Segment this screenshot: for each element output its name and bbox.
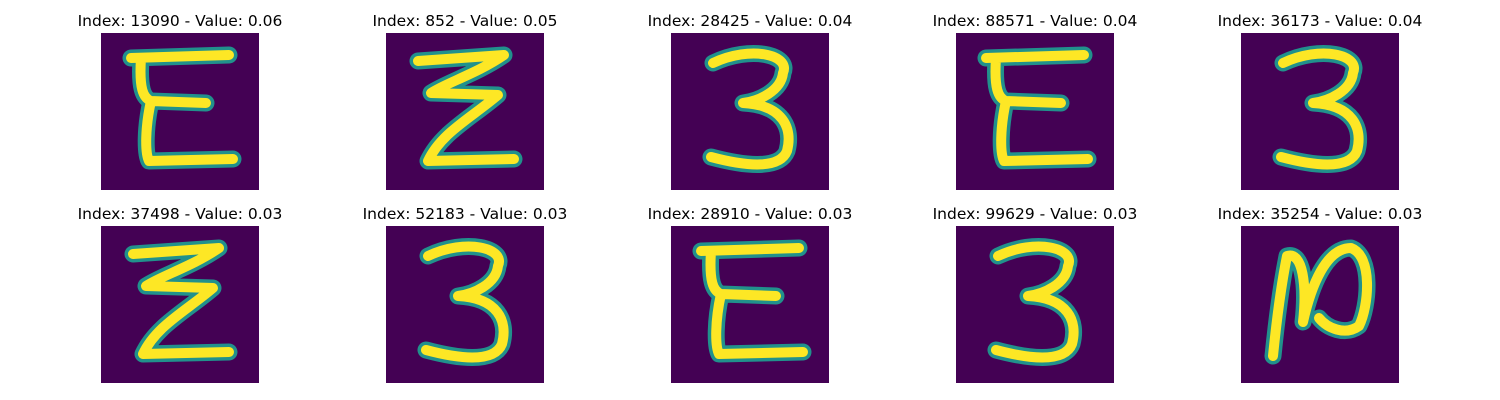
sample-image (101, 226, 259, 383)
glyph-stroke-core (706, 48, 794, 170)
sample-title: Index: 28910 - Value: 0.03 (647, 205, 853, 223)
sample-cell: Index: 28910 - Value: 0.03 (600, 204, 900, 394)
glyph-stroke-core (126, 50, 238, 166)
sample-image (1241, 33, 1399, 190)
glyph-stroke-core (696, 243, 808, 359)
glyph-stroke-core (128, 243, 234, 359)
sample-title: Index: 852 - Value: 0.05 (372, 12, 558, 30)
sample-image (1241, 226, 1399, 383)
glyph-stroke-core (991, 241, 1079, 363)
sample-cell: Index: 99629 - Value: 0.03 (885, 204, 1185, 394)
sample-cell: Index: 852 - Value: 0.05 (315, 11, 615, 201)
glyph-stroke-core (1268, 243, 1372, 361)
sample-title: Index: 28425 - Value: 0.04 (647, 12, 853, 30)
sample-title: Index: 36173 - Value: 0.04 (1217, 12, 1423, 30)
glyph-stroke-core (413, 50, 519, 166)
glyph-stroke-core (421, 241, 509, 363)
sample-image (386, 33, 544, 190)
sample-title: Index: 99629 - Value: 0.03 (932, 205, 1138, 223)
sample-cell: Index: 28425 - Value: 0.04 (600, 11, 900, 201)
sample-image (956, 226, 1114, 383)
sample-cell: Index: 13090 - Value: 0.06 (30, 11, 330, 201)
sample-cell: Index: 35254 - Value: 0.03 (1170, 204, 1470, 394)
sample-image (101, 33, 259, 190)
sample-image (956, 33, 1114, 190)
sample-image (671, 33, 829, 190)
sample-image (386, 226, 544, 383)
glyph-stroke-core (1276, 48, 1364, 170)
sample-image (671, 226, 829, 383)
sample-title: Index: 37498 - Value: 0.03 (77, 205, 283, 223)
sample-cell: Index: 88571 - Value: 0.04 (885, 11, 1185, 201)
sample-title: Index: 13090 - Value: 0.06 (77, 12, 283, 30)
sample-title: Index: 88571 - Value: 0.04 (932, 12, 1138, 30)
sample-cell: Index: 52183 - Value: 0.03 (315, 204, 615, 394)
sample-cell: Index: 36173 - Value: 0.04 (1170, 11, 1470, 201)
sample-title: Index: 52183 - Value: 0.03 (362, 205, 568, 223)
sample-title: Index: 35254 - Value: 0.03 (1217, 205, 1423, 223)
image-background (1241, 226, 1399, 383)
glyph-stroke-core (981, 50, 1093, 166)
sample-cell: Index: 37498 - Value: 0.03 (30, 204, 330, 394)
